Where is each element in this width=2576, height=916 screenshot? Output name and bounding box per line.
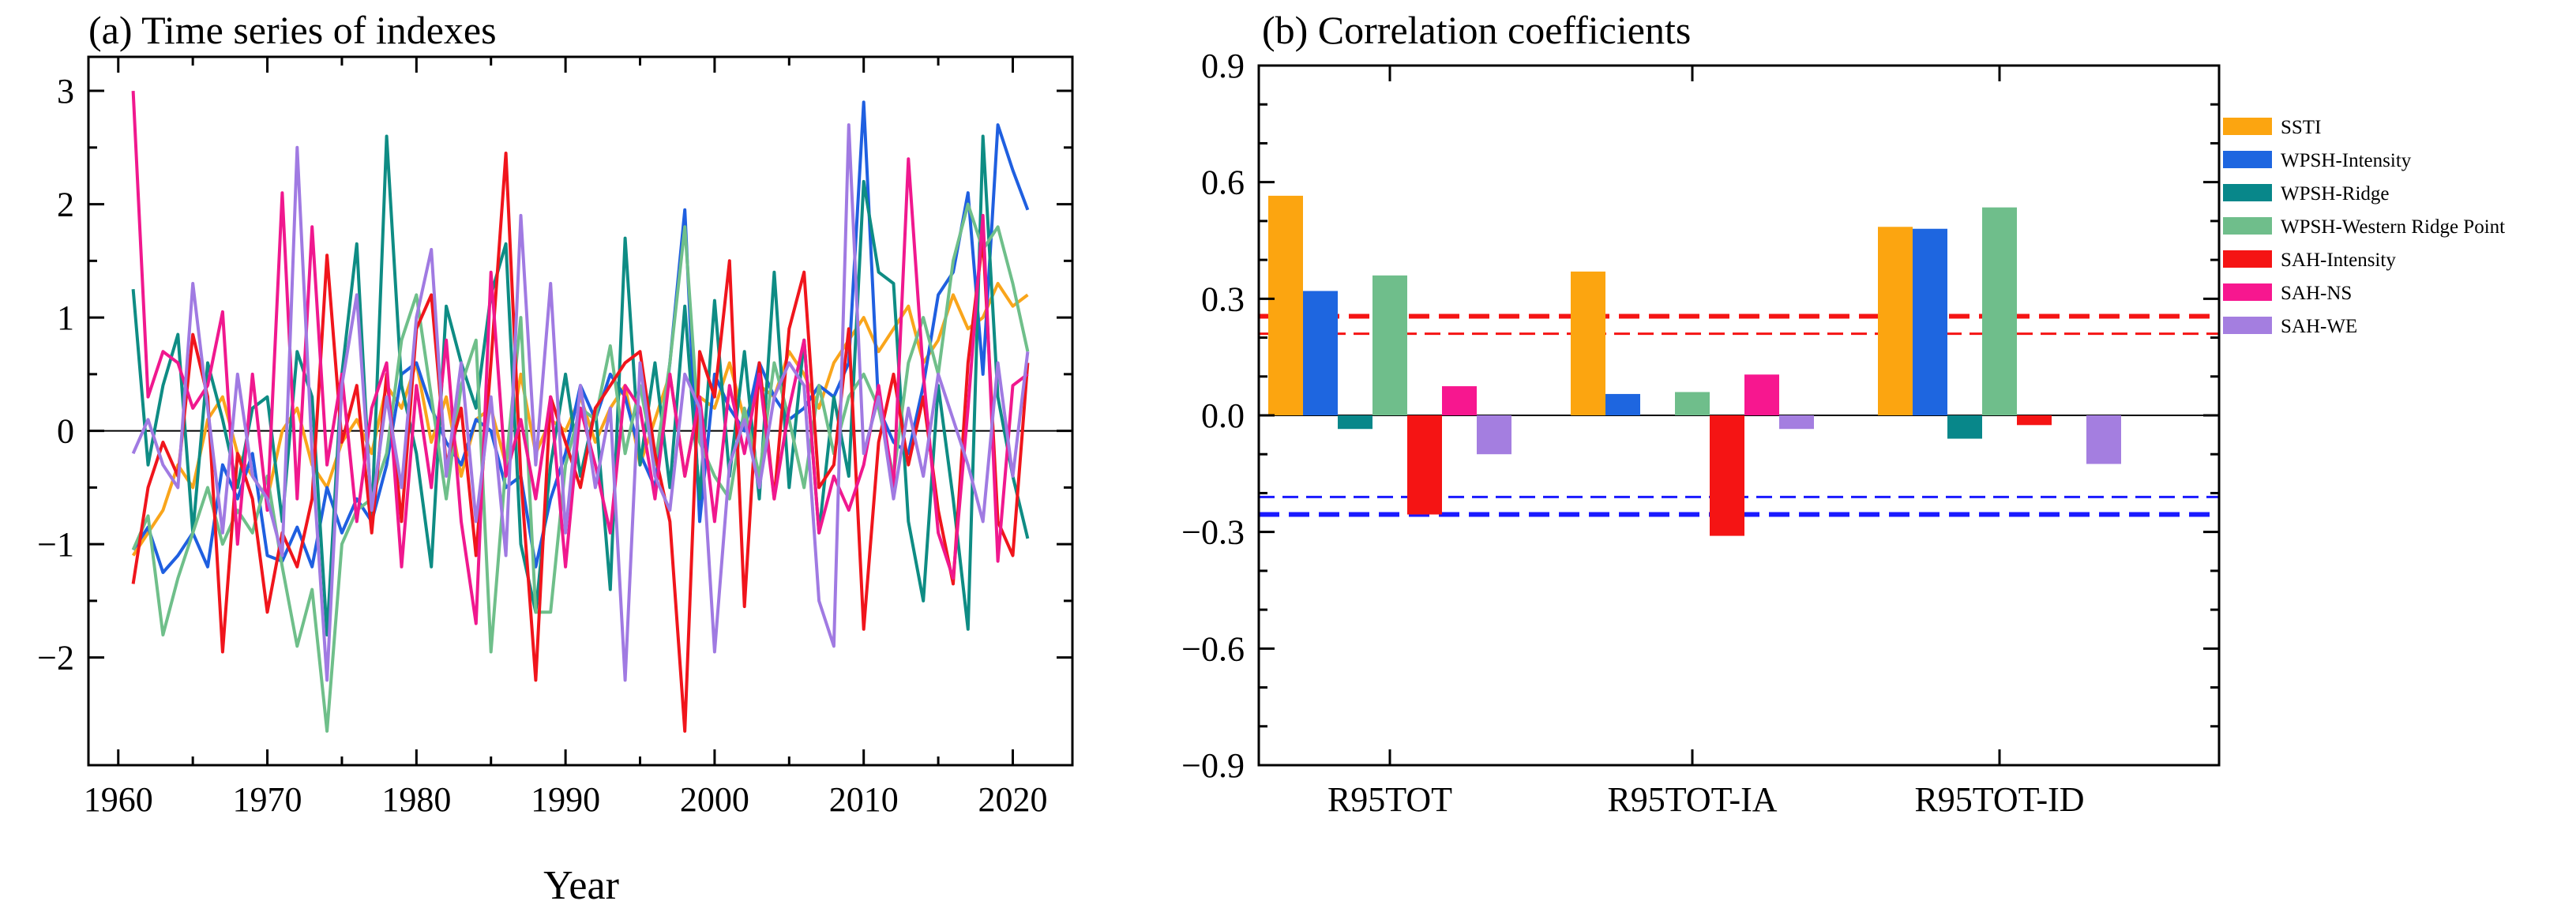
y-tick-label: 0.6	[1201, 163, 1245, 202]
bar-sah-ns-r95tot	[1442, 386, 1477, 415]
bar-ssti-r95tot-ia	[1571, 271, 1605, 415]
bar-sah-we-r95tot	[1477, 415, 1511, 455]
bar-sah-we-r95tot-ia	[1779, 415, 1814, 430]
bar-wpsh-western-ridge-point-r95tot-ia	[1675, 392, 1710, 415]
x-tick-label: 1990	[531, 780, 600, 819]
y-tick-label: 0.9	[1201, 47, 1245, 85]
bar-wpsh-ridge-r95tot	[1338, 415, 1372, 430]
bar-sah-ns-r95tot-ia	[1744, 374, 1779, 415]
y-tick-label: −0.9	[1181, 746, 1245, 785]
legend-label: SAH-Intensity	[2281, 250, 2396, 271]
category-label: R95TOT-ID	[1914, 780, 2084, 819]
category-label: R95TOT-IA	[1607, 780, 1777, 819]
y-tick-label: 2	[57, 186, 74, 224]
panel-a-frame	[87, 55, 1074, 767]
bar-wpsh-ridge-r95tot-id	[1947, 415, 1982, 439]
legend-label: SSTI	[2281, 117, 2321, 138]
y-tick-label: 3	[57, 72, 74, 111]
x-tick-label: 1960	[84, 780, 153, 819]
series-line-sah-ns	[131, 91, 1029, 625]
x-tick-label: 1970	[233, 780, 302, 819]
bar-ssti-r95tot	[1268, 195, 1303, 415]
panel-b-correlation: (b) Correlation coefficients −0.9 −0.6 −0.…	[1181, 8, 2505, 819]
legend-swatch	[2223, 283, 2272, 301]
panel-b-title: (b) Correlation coefficients	[1262, 8, 1691, 52]
legend-label: SAH-WE	[2281, 316, 2357, 337]
legend-swatch	[2223, 317, 2272, 334]
y-tick-label: −0.3	[1181, 513, 1245, 552]
legend-label: SAH-NS	[2281, 283, 2352, 304]
panel-a-series-group	[131, 91, 1030, 733]
legend-swatch	[2223, 184, 2272, 201]
bar-sah-intensity-r95tot	[1407, 415, 1442, 515]
bar-wpsh-western-ridge-point-r95tot-id	[1982, 207, 2017, 415]
x-tick-label: 1980	[381, 780, 451, 819]
legend-swatch	[2223, 118, 2272, 135]
bar-sah-intensity-r95tot-ia	[1710, 415, 1744, 536]
legend-swatch	[2223, 151, 2272, 168]
x-tick-label: 2000	[680, 780, 749, 819]
panel-a-x-axis-title: Year	[543, 863, 619, 908]
panel-a-time-series: (a) Time series of indexes 1960 1970 1980 1…	[37, 8, 1074, 908]
series-line-sah-we	[131, 123, 1030, 682]
legend-label: WPSH-Intensity	[2281, 150, 2412, 171]
x-tick-label: 2010	[829, 780, 899, 819]
panel-b-legend: SSTI WPSH-Intensity WPSH-Ridge WPSH-Western…	[2223, 117, 2505, 337]
panel-b-bars	[1259, 195, 2219, 536]
bar-wpsh-intensity-r95tot	[1303, 291, 1338, 415]
bar-sah-we-r95tot-id	[2086, 415, 2121, 464]
legend-label: WPSH-Ridge	[2281, 183, 2390, 205]
legend-swatch	[2223, 217, 2272, 235]
y-tick-label: 0.0	[1201, 396, 1245, 435]
y-tick-label: −0.6	[1181, 629, 1245, 668]
bar-wpsh-intensity-r95tot-id	[1913, 228, 1947, 415]
bar-wpsh-intensity-r95tot-ia	[1605, 393, 1640, 415]
bar-sah-intensity-r95tot-id	[2017, 415, 2052, 426]
legend-label: WPSH-Western Ridge Point	[2281, 216, 2505, 238]
bar-ssti-r95tot-id	[1878, 227, 1913, 415]
bar-wpsh-western-ridge-point-r95tot	[1372, 275, 1407, 415]
y-tick-label: 1	[57, 298, 74, 337]
y-tick-label: 0	[57, 412, 74, 451]
y-tick-label: −2	[37, 639, 74, 678]
panel-a-title: (a) Time series of indexes	[88, 8, 497, 52]
y-tick-label: −1	[37, 525, 74, 564]
category-label: R95TOT	[1327, 780, 1452, 819]
x-tick-label: 2020	[978, 780, 1047, 819]
legend-swatch	[2223, 250, 2272, 268]
y-tick-label: 0.3	[1201, 280, 1245, 318]
